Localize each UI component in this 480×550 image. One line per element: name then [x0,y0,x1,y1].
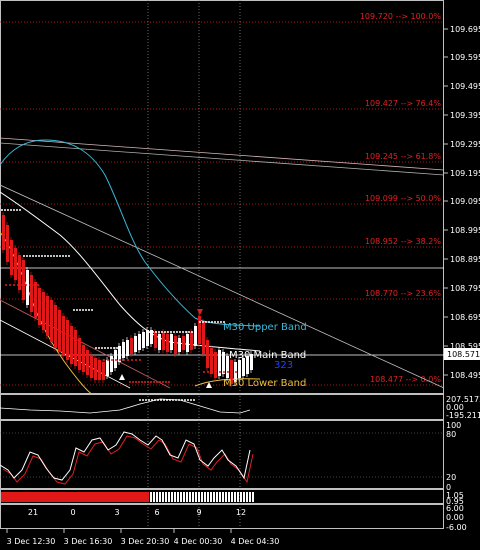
hour-label: 0 [70,508,75,517]
hour-label: 12 [236,508,246,517]
hour-label: 3 [114,508,119,517]
indicator2-tick-2: 20 [446,473,456,482]
indicator2-tick-0: 100 [446,421,461,430]
lower-band-label: M30 Lower Band [223,378,306,389]
up-arrow-icon [119,374,125,380]
current-price-label: 108.571 [447,350,480,359]
indicator1-panel: 207.5173 0.00 -195.211 [0,395,480,420]
panel-frames [0,0,444,529]
down-arrow-icon [197,309,203,315]
indicator1-tick-0: 207.5173 [446,395,480,404]
price-tick: 109.695 [450,25,480,34]
time-label: 4 Dec 04:30 [231,537,280,546]
fib-level-label: 108.952 --> 38.2% [365,237,441,246]
indicator2-tick-1: 80 [446,430,456,439]
indicator1-tick-1: 0.00 [446,403,464,412]
indicator3-panel: 1.05 0.95 [1,491,464,506]
fib-level-label: 109.720 --> 100.0% [360,12,442,21]
vertical-gridlines [147,0,241,528]
indicator3-tick-0: 1.05 [446,491,464,500]
indicator1-tick-2: -195.211 [446,411,480,420]
indicator2-tick-3: 0 [446,483,451,492]
hour-label: 21 [28,508,38,517]
current-price-box [444,348,480,360]
indicator4-tick-2: -6.00 [446,523,467,532]
time-label: 3 Dec 20:30 [121,537,170,546]
price-tick: 108.595 [450,342,480,351]
indicator4-tick-1: 0.00 [446,513,464,522]
time-label: 4 Dec 00:30 [174,537,223,546]
price-tick: 108.995 [450,226,480,235]
main-band-label: M30 Main Band [229,350,306,361]
fib-level-label: 109.427 --> 76.4% [365,99,441,108]
price-tick: 108.495 [450,371,480,380]
hour-label: 6 [154,508,159,517]
upper-band-label: M30 Upper Band [223,322,307,333]
indicator2-panel: 100 80 20 0 [0,421,461,492]
hour-labels: 21 0 3 6 9 12 [28,508,246,517]
price-tick: 109.395 [450,111,480,120]
price-tick: 109.595 [450,53,480,62]
countdown-label: 323 [274,360,293,371]
fib-level-label: 108.477 --> 0.0% [370,375,441,384]
signal-arrows [119,309,212,388]
time-axis: 3 Dec 12:30 3 Dec 16:30 3 Dec 20:30 4 Dec 0… [6,528,280,546]
fib-level-label: 109.245 --> 61.8% [365,152,441,161]
indicator3-tick-1: 0.95 [446,497,464,506]
time-label: 3 Dec 16:30 [64,537,113,546]
indicator4-panel: 6.00 0.00 -6.00 [446,504,467,532]
price-tick: 109.195 [450,169,480,178]
upper-band-line [0,139,261,327]
indicator-dots [1,209,237,383]
fib-level-label: 109.099 --> 50.0% [365,194,441,203]
price-tick: 108.695 [450,313,480,322]
fibonacci-levels: 109.720 --> 100.0% 109.427 --> 76.4% 109.2… [0,12,444,386]
price-axis: 109.695 109.595 109.495 109.395 109.295 109.1… [444,25,480,380]
time-label: 3 Dec 12:30 [7,537,56,546]
price-tick: 108.795 [450,284,480,293]
indicator4-tick-0: 6.00 [446,504,464,513]
fib-level-label: 108.770 --> 23.6% [365,289,441,298]
price-tick: 108.895 [450,255,480,264]
price-tick: 109.295 [450,140,480,149]
price-tick: 109.495 [450,82,480,91]
up-arrow-icon [206,382,212,388]
price-tick: 109.095 [450,197,480,206]
trend-lines [0,137,445,389]
hour-label: 9 [196,508,201,517]
